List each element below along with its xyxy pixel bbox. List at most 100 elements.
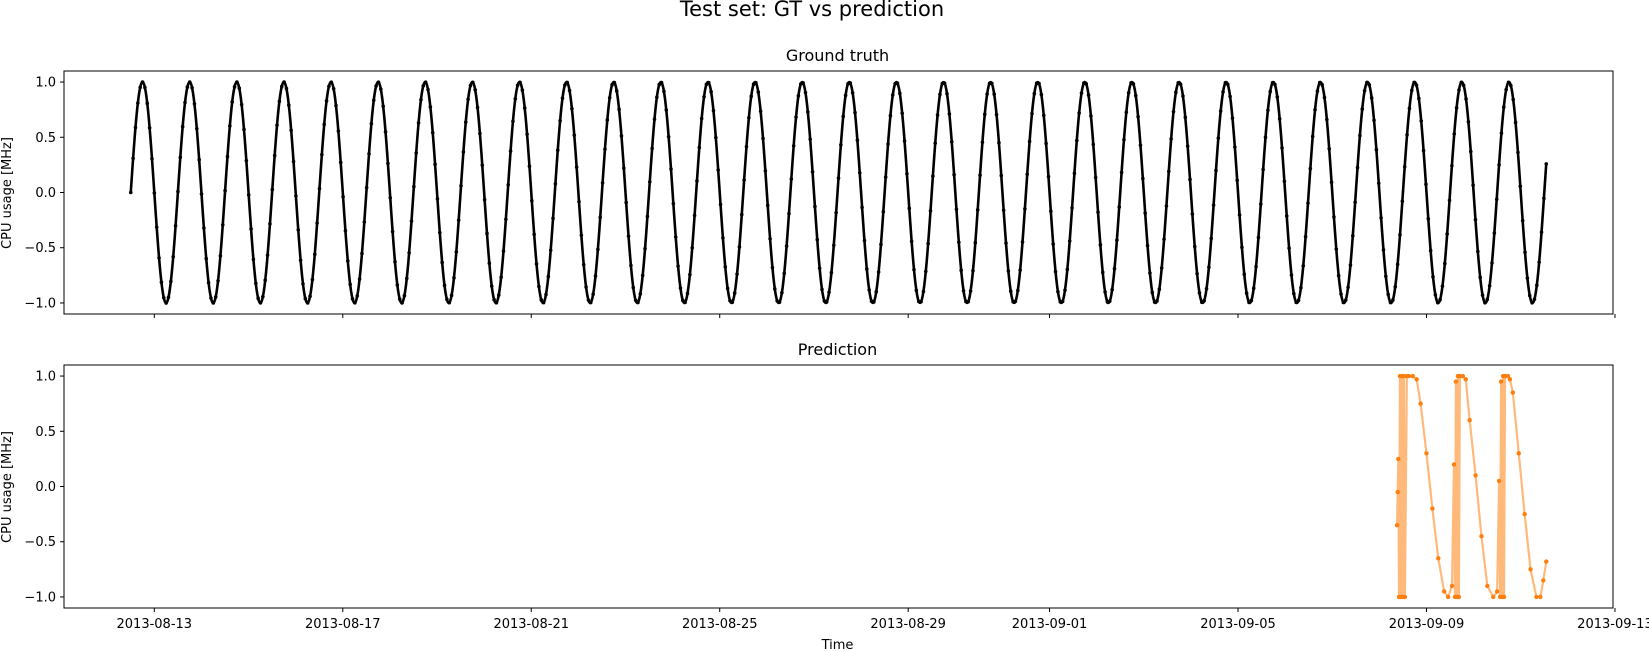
ground-truth-point xyxy=(1332,215,1336,219)
ground-truth-point xyxy=(334,103,338,108)
ground-truth-point xyxy=(702,94,706,99)
prediction-point xyxy=(1534,594,1539,600)
ground-truth-point xyxy=(430,130,435,135)
ground-truth-point xyxy=(1065,267,1070,272)
ground-truth-point xyxy=(593,274,598,278)
ground-truth-point xyxy=(230,100,234,104)
ground-truth-point xyxy=(1289,273,1294,277)
ground-truth-point xyxy=(270,187,275,192)
ground-truth-point xyxy=(1471,183,1475,188)
ground-truth-point xyxy=(225,154,230,159)
ground-truth-point xyxy=(1018,268,1022,272)
ground-truth-point xyxy=(1110,287,1114,292)
ground-truth-point xyxy=(975,208,980,212)
ground-truth-point xyxy=(251,257,256,262)
ground-truth-point xyxy=(438,230,442,235)
ground-truth-point xyxy=(1221,90,1225,94)
prediction-point xyxy=(1510,390,1516,395)
ground-truth-point xyxy=(1150,290,1155,295)
ground-truth-point xyxy=(841,114,846,119)
ground-truth-point xyxy=(277,99,282,104)
ground-truth-point xyxy=(1480,293,1485,297)
ground-truth-point xyxy=(1067,239,1072,243)
ground-truth-point xyxy=(909,239,914,244)
ground-truth-point xyxy=(867,288,871,292)
ground-truth-point xyxy=(1091,142,1096,147)
ground-truth-point xyxy=(1287,246,1291,250)
ground-truth-point xyxy=(176,189,180,194)
ground-truth-point xyxy=(1077,111,1081,115)
ground-truth-point xyxy=(553,182,558,186)
ground-truth-point xyxy=(532,232,536,237)
ground-truth-point xyxy=(1197,291,1202,295)
ground-truth-point xyxy=(1454,106,1459,110)
x-tick-label: 2013-08-25 xyxy=(682,617,758,632)
ground-truth-point xyxy=(1204,286,1209,291)
ground-truth-point xyxy=(1108,299,1112,303)
ground-truth-point xyxy=(1296,298,1301,303)
ground-truth-point xyxy=(1504,87,1508,92)
ground-truth-point xyxy=(723,265,728,269)
ground-truth-point xyxy=(381,104,385,109)
ground-truth-point xyxy=(386,161,390,166)
ground-truth-point xyxy=(782,271,787,276)
ground-truth-point xyxy=(1258,202,1263,206)
ground-truth-point xyxy=(433,162,437,167)
ground-truth-point xyxy=(350,297,355,301)
ground-truth-point xyxy=(1079,91,1084,95)
ground-truth-point xyxy=(763,169,768,173)
ground-truth-point xyxy=(213,295,218,299)
prediction-point xyxy=(1436,556,1441,561)
ground-truth-point xyxy=(803,90,808,95)
ground-truth-point xyxy=(190,86,194,90)
prediction-point xyxy=(1473,473,1478,478)
ground-truth-point xyxy=(379,87,383,91)
ground-truth-point xyxy=(784,244,789,248)
ground-truth-point xyxy=(574,165,579,169)
y-tick-label: −0.5 xyxy=(24,535,56,550)
ground-truth-point xyxy=(966,299,971,304)
ground-truth-point xyxy=(1240,245,1244,250)
ground-truth-point xyxy=(890,93,895,97)
ground-truth-point xyxy=(1360,107,1365,111)
ground-truth-point xyxy=(1395,262,1400,267)
ground-truth-point xyxy=(1365,80,1369,85)
ground-truth-point xyxy=(659,80,664,85)
ground-truth-point xyxy=(282,80,286,84)
ground-truth-point xyxy=(631,285,636,290)
prediction-point xyxy=(1505,373,1511,379)
ground-truth-point xyxy=(329,80,334,84)
ground-truth-axes-frame xyxy=(63,70,1614,315)
prediction-point xyxy=(1456,594,1462,600)
ground-truth-point xyxy=(876,270,881,274)
ground-truth-point xyxy=(1516,150,1520,155)
ground-truth-point xyxy=(1322,95,1327,100)
ground-truth-point xyxy=(565,80,569,85)
ground-truth-point xyxy=(463,120,468,124)
ground-truth-point xyxy=(1303,234,1308,239)
ground-truth-point xyxy=(136,101,140,105)
ground-truth-point xyxy=(150,156,154,161)
ground-truth-point xyxy=(169,279,173,284)
ground-truth-point xyxy=(404,276,409,281)
ground-truth-point xyxy=(1072,171,1077,176)
ground-truth-point xyxy=(249,227,253,231)
ground-truth-point xyxy=(671,201,676,206)
ground-truth-point xyxy=(1320,82,1324,87)
ground-truth-point xyxy=(567,88,572,93)
ground-truth-point xyxy=(1037,81,1041,86)
ground-truth-point xyxy=(494,300,499,305)
ground-truth-point xyxy=(1115,238,1119,242)
ground-truth-point xyxy=(614,89,619,93)
ground-truth-point xyxy=(211,301,216,305)
ground-truth-point xyxy=(289,128,293,133)
ground-truth-point xyxy=(928,208,933,213)
ground-truth-point xyxy=(1157,287,1162,292)
ground-truth-point xyxy=(570,106,574,111)
ground-truth-point xyxy=(1355,165,1360,170)
ground-truth-point xyxy=(353,301,357,305)
ground-truth-point xyxy=(1237,213,1242,217)
ground-truth-point xyxy=(209,296,213,300)
ground-truth-point xyxy=(666,134,671,139)
ground-truth-point xyxy=(409,219,414,223)
